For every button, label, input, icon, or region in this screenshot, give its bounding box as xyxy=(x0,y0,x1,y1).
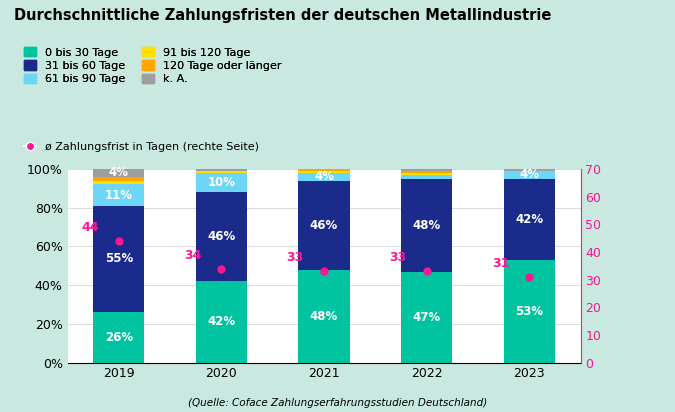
Text: (Quelle: Coface Zahlungserfahrungsstudien Deutschland): (Quelle: Coface Zahlungserfahrungsstudie… xyxy=(188,398,487,408)
Bar xyxy=(93,185,144,206)
Text: 31: 31 xyxy=(492,257,509,270)
Text: 34: 34 xyxy=(184,249,201,262)
Text: 4%: 4% xyxy=(109,166,129,179)
Bar xyxy=(504,171,555,179)
Text: 47%: 47% xyxy=(412,311,441,323)
Bar xyxy=(196,173,247,192)
Bar xyxy=(504,169,555,171)
Bar xyxy=(504,260,555,363)
Bar xyxy=(401,169,452,171)
Bar xyxy=(401,175,452,179)
Bar xyxy=(196,169,247,171)
Text: 42%: 42% xyxy=(207,316,236,328)
Text: 46%: 46% xyxy=(310,219,338,232)
Bar xyxy=(298,169,350,171)
Text: Durchschnittliche Zahlungsfristen der deutschen Metallindustrie: Durchschnittliche Zahlungsfristen der de… xyxy=(14,8,551,23)
Bar xyxy=(401,272,452,363)
Text: 48%: 48% xyxy=(310,309,338,323)
Text: 33: 33 xyxy=(389,251,406,265)
Text: 26%: 26% xyxy=(105,331,133,344)
Text: 4%: 4% xyxy=(314,170,334,183)
Bar xyxy=(504,179,555,260)
Text: 46%: 46% xyxy=(207,230,236,243)
Text: 33: 33 xyxy=(287,251,304,265)
Text: 10%: 10% xyxy=(207,176,236,189)
Bar xyxy=(298,180,350,269)
Bar xyxy=(401,171,452,173)
Bar xyxy=(93,312,144,363)
Bar xyxy=(93,169,144,177)
Legend: 0 bis 30 Tage, 31 bis 60 Tage, 61 bis 90 Tage, 91 bis 120 Tage, 120 Tage oder lä: 0 bis 30 Tage, 31 bis 60 Tage, 61 bis 90… xyxy=(19,42,286,89)
Bar xyxy=(298,173,350,180)
Bar xyxy=(93,206,144,312)
Bar xyxy=(196,192,247,281)
Bar xyxy=(298,171,350,173)
Text: 42%: 42% xyxy=(515,213,543,226)
Text: 44: 44 xyxy=(81,221,99,234)
Bar xyxy=(401,179,452,272)
Text: 48%: 48% xyxy=(412,219,441,232)
Bar xyxy=(93,177,144,180)
Text: 55%: 55% xyxy=(105,253,133,265)
Bar xyxy=(401,173,452,175)
Bar xyxy=(196,171,247,173)
Text: 4%: 4% xyxy=(519,168,539,181)
Bar xyxy=(93,180,144,185)
Text: 11%: 11% xyxy=(105,189,133,201)
Bar xyxy=(298,269,350,363)
Legend: ø Zahlungsfrist in Tagen (rechte Seite): ø Zahlungsfrist in Tagen (rechte Seite) xyxy=(19,137,263,157)
Text: 53%: 53% xyxy=(515,305,543,318)
Bar xyxy=(196,281,247,363)
